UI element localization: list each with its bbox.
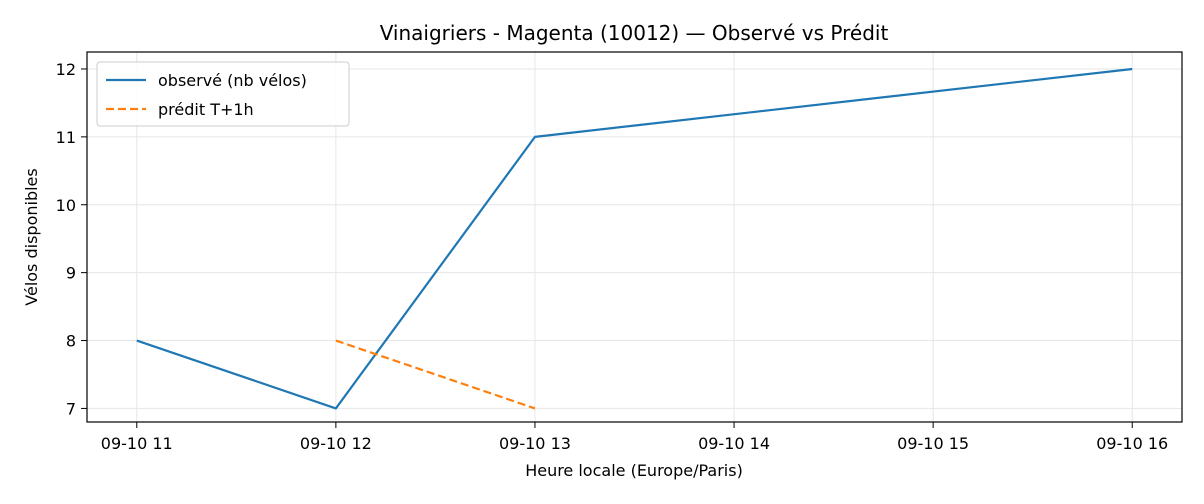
series-line-observe	[136, 67, 1133, 410]
y-tick-label: 11	[56, 128, 76, 147]
x-tick-label: 09-10 14	[698, 434, 770, 453]
legend-entry-predit: prédit T+1h	[158, 100, 254, 119]
plot-frame	[86, 51, 1183, 423]
y-tick-label: 7	[66, 399, 76, 418]
legend: observé (nb vélos) prédit T+1h	[96, 61, 350, 127]
x-tick-label: 09-10 11	[101, 434, 173, 453]
legend-box	[96, 61, 350, 127]
x-axis-label: Heure locale (Europe/Paris)	[525, 461, 743, 480]
x-tick-label: 09-10 12	[300, 434, 372, 453]
x-tick-label: 09-10 15	[897, 434, 969, 453]
y-tick-label: 10	[56, 196, 76, 215]
x-tick-label: 09-10 13	[499, 434, 571, 453]
y-tick-label: 9	[66, 264, 76, 283]
chart-title: Vinaigriers - Magenta (10012) — Observé …	[380, 21, 889, 45]
y-tick-label: 12	[56, 60, 76, 79]
legend-entry-observe: observé (nb vélos)	[158, 71, 307, 90]
plot-series	[136, 67, 1133, 410]
x-axis-ticks: 09-10 11 09-10 12 09-10 13 09-10 14 09-10 15…	[101, 422, 1168, 453]
y-tick-label: 8	[66, 332, 76, 351]
y-axis-ticks: 7 8 9 10 11 12	[56, 60, 87, 418]
series-line-predit	[335, 339, 536, 410]
grid	[87, 52, 1182, 422]
y-axis-label: Vélos disponibles	[22, 168, 41, 305]
x-tick-label: 09-10 16	[1096, 434, 1168, 453]
